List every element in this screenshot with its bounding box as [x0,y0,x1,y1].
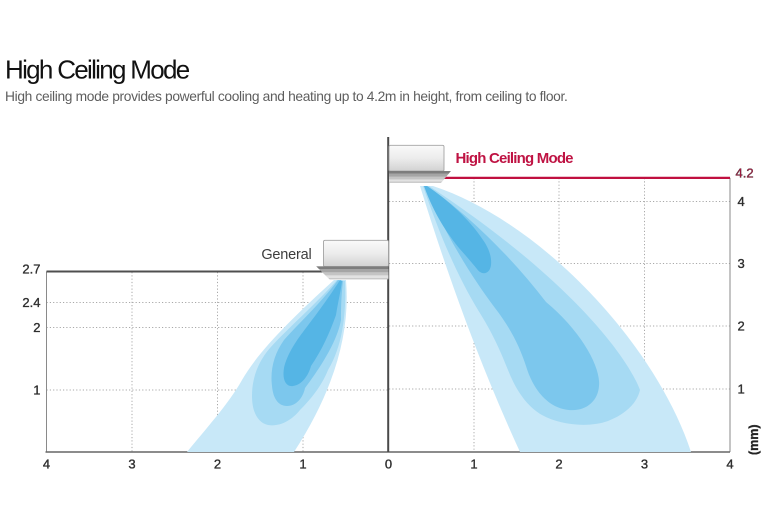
svg-text:1: 1 [33,383,40,398]
svg-text:2.4: 2.4 [22,295,40,310]
svg-text:4: 4 [738,194,745,209]
svg-text:3: 3 [128,457,135,472]
svg-text:1: 1 [299,457,306,472]
svg-text:2.7: 2.7 [22,262,40,277]
svg-text:2: 2 [738,319,745,334]
svg-text:High Ceiling Mode: High Ceiling Mode [5,55,190,85]
svg-text:4: 4 [726,457,733,472]
svg-text:3: 3 [641,457,648,472]
svg-text:2: 2 [33,320,40,335]
svg-text:High Ceiling Mode: High Ceiling Mode [456,150,574,167]
svg-text:High ceiling mode provides pow: High ceiling mode provides powerful cool… [5,89,567,104]
svg-text:1: 1 [738,382,745,397]
svg-text:3: 3 [738,256,745,271]
svg-text:4.2: 4.2 [736,166,754,181]
svg-text:0: 0 [385,457,392,472]
svg-text:(mm): (mm) [747,424,761,455]
svg-text:General: General [261,247,311,263]
svg-text:4: 4 [43,457,50,472]
svg-text:1: 1 [470,457,477,472]
svg-text:2: 2 [214,457,221,472]
svg-text:2: 2 [555,457,562,472]
